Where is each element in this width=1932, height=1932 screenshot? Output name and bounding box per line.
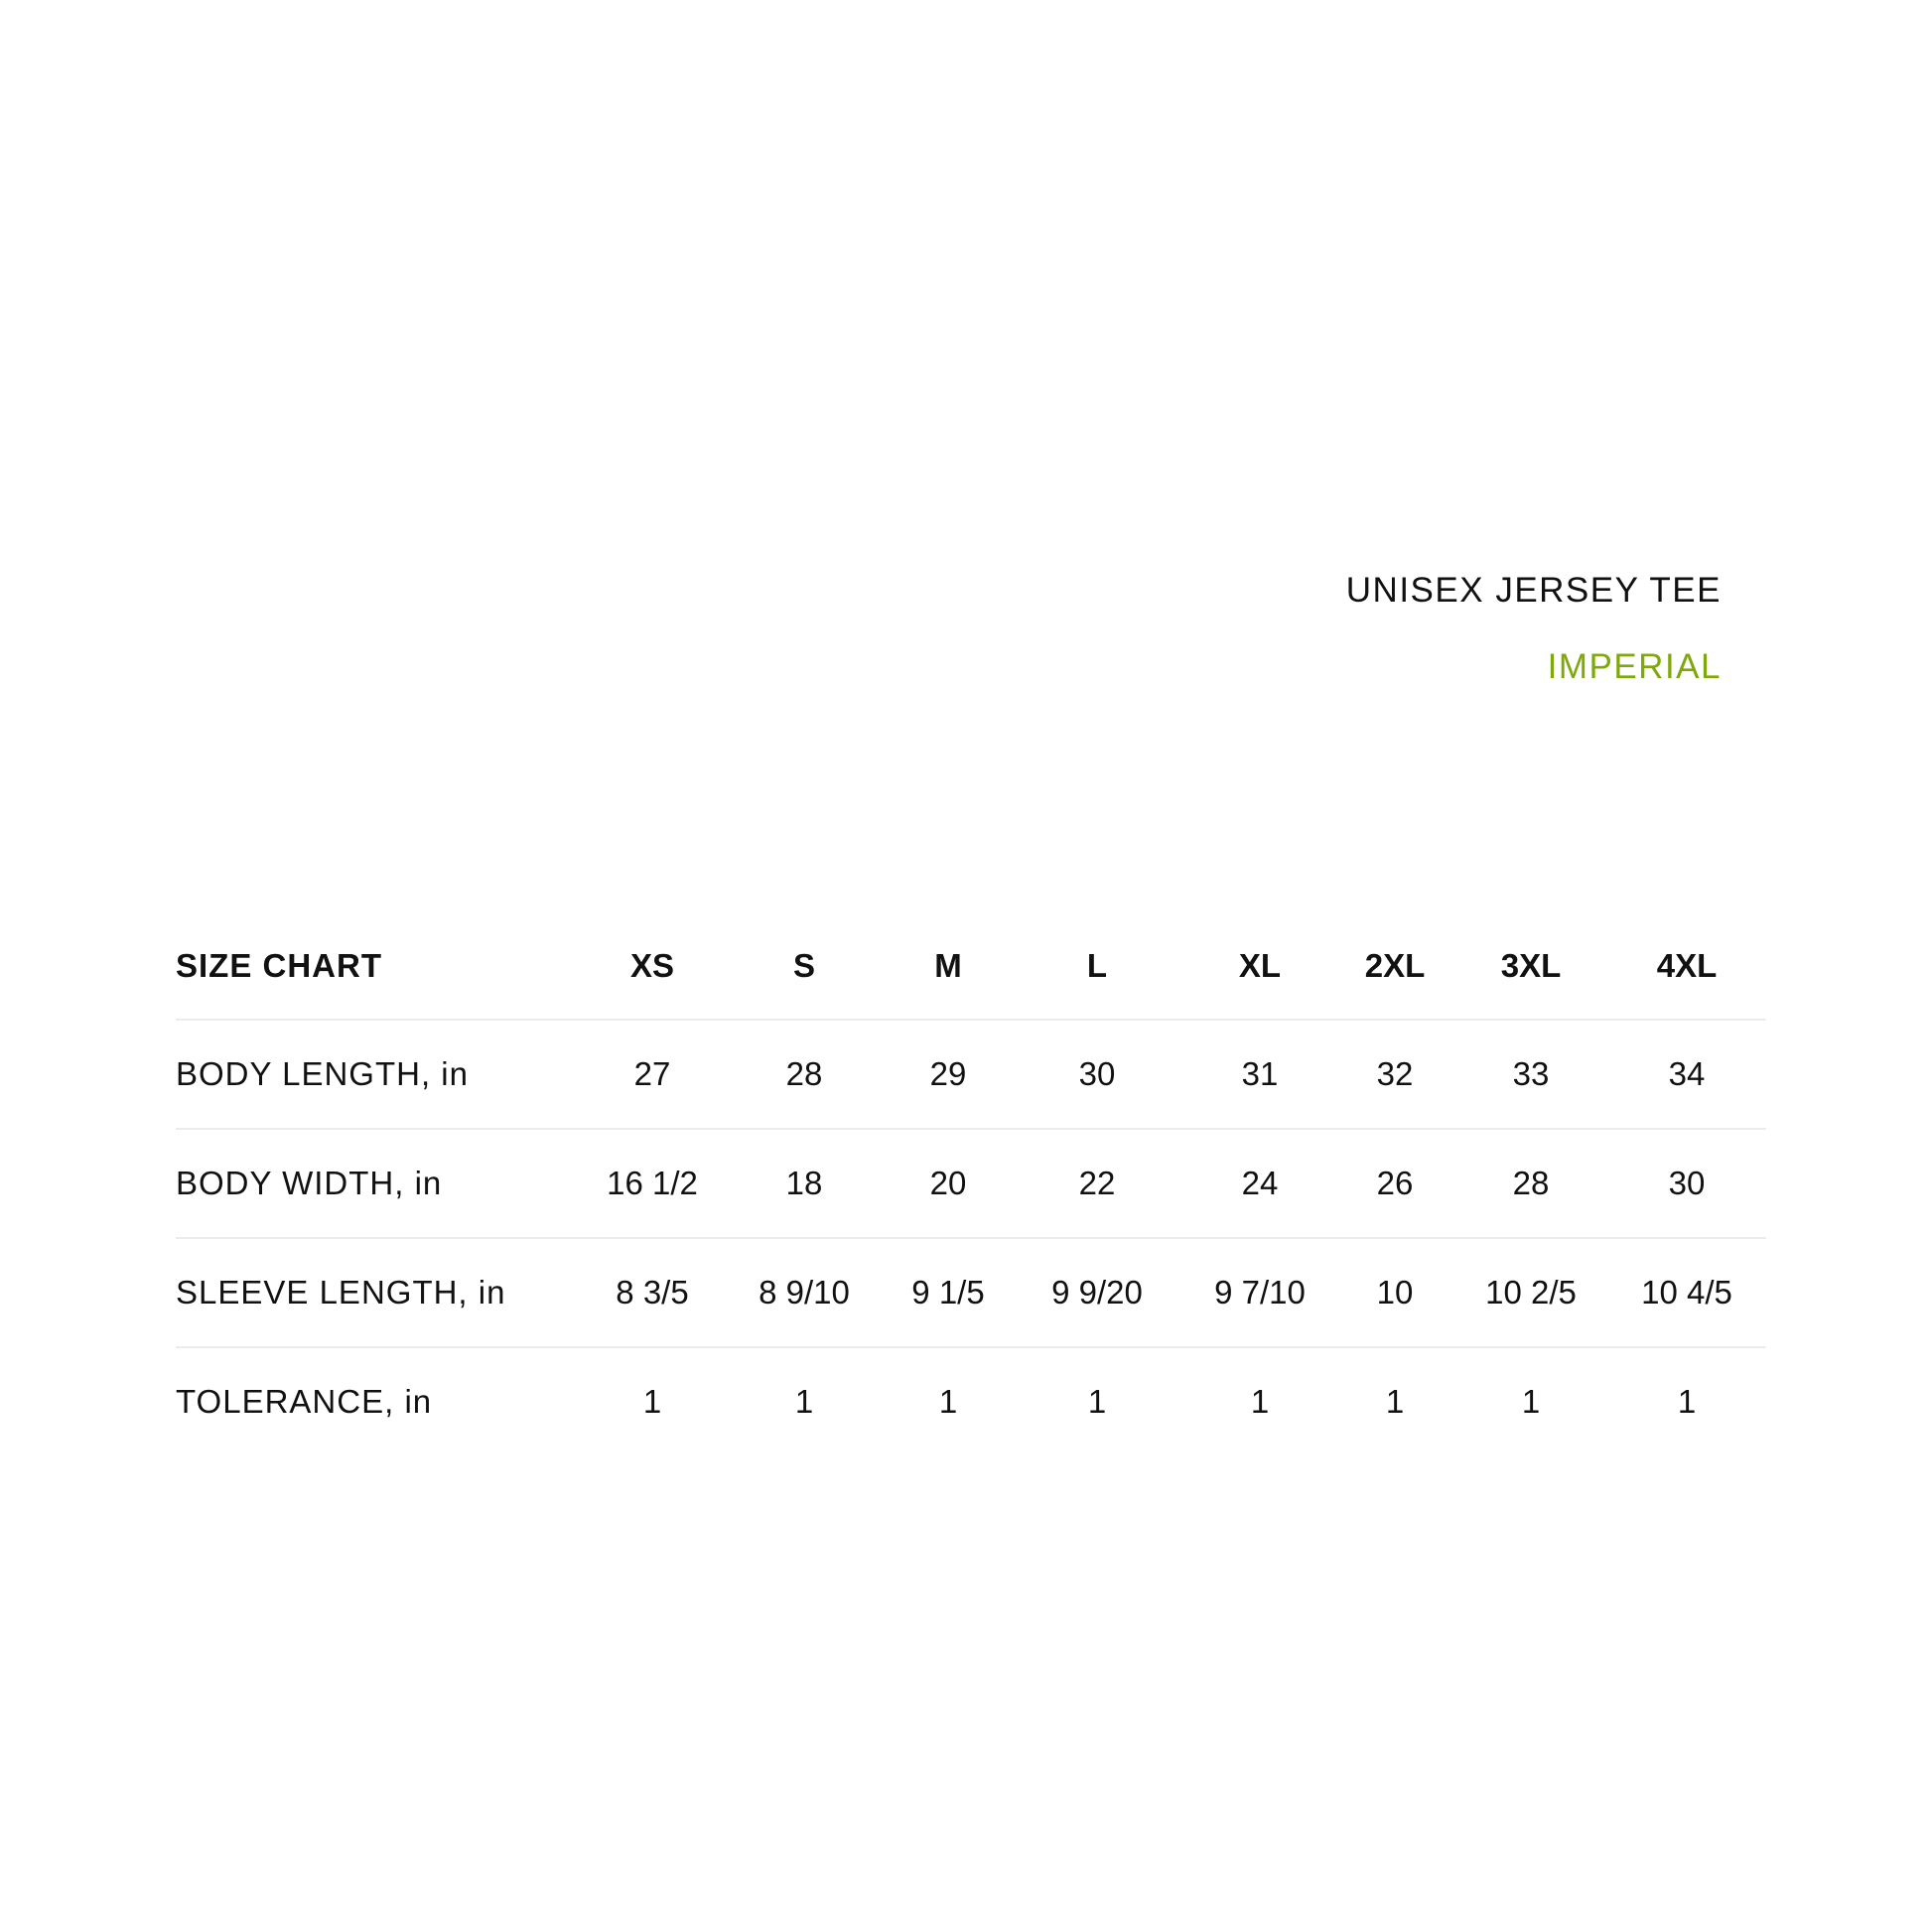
size-header: 4XL (1656, 947, 1718, 984)
table-cell: 8 9/10 (759, 1274, 850, 1311)
table-cell: 27 (633, 1055, 671, 1092)
row-label: BODY WIDTH, in (176, 1165, 443, 1201)
table-row: SLEEVE LENGTH, in 8 3/5 8 9/10 9 1/5 9 9/20 9… (176, 1239, 1766, 1348)
table-cell: 31 (1241, 1055, 1279, 1092)
table-cell: 18 (785, 1165, 823, 1201)
table-cell: 1 (938, 1383, 958, 1420)
table-cell: 28 (1512, 1165, 1550, 1201)
row-label: SLEEVE LENGTH, in (176, 1274, 506, 1311)
table-cell: 1 (1385, 1383, 1405, 1420)
size-chart-heading: SIZE CHART (176, 947, 382, 984)
table-cell: 10 2/5 (1485, 1274, 1577, 1311)
table-row: BODY WIDTH, in 16 1/2 18 20 22 24 26 28 30 (176, 1130, 1766, 1239)
unit-system-label: IMPERIAL (1547, 647, 1722, 686)
table-cell: 24 (1241, 1165, 1279, 1201)
table-cell: 8 3/5 (616, 1274, 689, 1311)
table-cell: 26 (1376, 1165, 1414, 1201)
table-cell: 33 (1512, 1055, 1550, 1092)
table-row: BODY LENGTH, in 27 28 29 30 31 32 33 34 (176, 1021, 1766, 1130)
size-header: S (792, 947, 816, 984)
table-row: TOLERANCE, in 1 1 1 1 1 1 1 1 (176, 1348, 1766, 1455)
table-cell: 20 (929, 1165, 967, 1201)
size-header: M (934, 947, 962, 984)
table-cell: 10 (1376, 1274, 1414, 1311)
table-cell: 1 (1677, 1383, 1697, 1420)
table-cell: 28 (785, 1055, 823, 1092)
size-chart-table: SIZE CHART XS S M L XL 2XL 3XL 4XL BODY … (176, 913, 1766, 1455)
size-header: XS (629, 947, 675, 984)
table-cell: 10 4/5 (1641, 1274, 1732, 1311)
table-cell: 29 (929, 1055, 967, 1092)
table-cell: 16 1/2 (607, 1165, 698, 1201)
table-header-row: SIZE CHART XS S M L XL 2XL 3XL 4XL (176, 913, 1766, 1021)
table-cell: 30 (1668, 1165, 1706, 1201)
table-cell: 22 (1078, 1165, 1116, 1201)
table-cell: 9 1/5 (911, 1274, 985, 1311)
table-cell: 32 (1376, 1055, 1414, 1092)
table-cell: 1 (1521, 1383, 1541, 1420)
row-label: TOLERANCE, in (176, 1383, 433, 1420)
size-header: 3XL (1500, 947, 1562, 984)
table-cell: 1 (794, 1383, 814, 1420)
table-cell: 9 7/10 (1214, 1274, 1306, 1311)
table-cell: 30 (1078, 1055, 1116, 1092)
table-cell: 1 (1250, 1383, 1270, 1420)
table-cell: 34 (1668, 1055, 1706, 1092)
product-title: UNISEX JERSEY TEE (1345, 571, 1722, 610)
size-header: XL (1238, 947, 1282, 984)
table-cell: 1 (1087, 1383, 1107, 1420)
table-cell: 9 9/20 (1051, 1274, 1143, 1311)
size-header: 2XL (1364, 947, 1426, 984)
size-header: L (1086, 947, 1108, 984)
row-label: BODY LENGTH, in (176, 1055, 469, 1092)
table-cell: 1 (642, 1383, 662, 1420)
